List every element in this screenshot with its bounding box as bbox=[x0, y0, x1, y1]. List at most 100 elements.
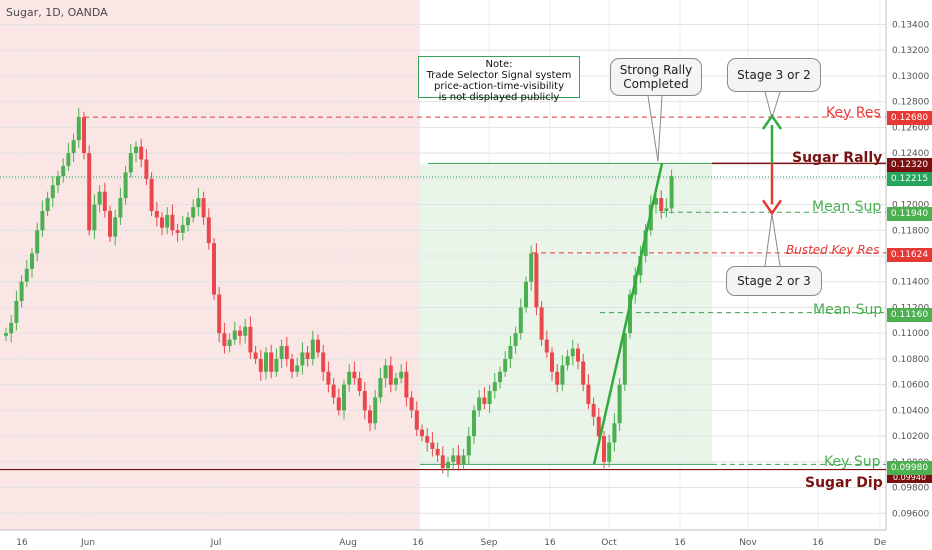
candle bbox=[45, 198, 50, 211]
candle bbox=[331, 384, 336, 398]
price-tag-last-price: 0.12215 bbox=[887, 172, 932, 186]
candle bbox=[14, 301, 19, 323]
candle bbox=[430, 442, 435, 449]
y-tick-label: 0.12000 bbox=[892, 201, 929, 211]
candle bbox=[19, 281, 24, 302]
y-tick-label: 0.10400 bbox=[892, 406, 929, 416]
candle bbox=[602, 436, 606, 462]
candle bbox=[451, 455, 456, 462]
candle bbox=[186, 217, 190, 226]
candle bbox=[279, 346, 284, 359]
candle bbox=[82, 117, 86, 154]
mean-sup-lower-label: Mean Sup bbox=[813, 302, 883, 318]
price-tag-key-res: 0.12680 bbox=[887, 111, 932, 125]
candle bbox=[628, 294, 632, 334]
candle bbox=[409, 397, 414, 411]
x-tick-label: Nov bbox=[739, 538, 757, 548]
candle bbox=[555, 371, 560, 385]
callout-line: Stage 2 or 3 bbox=[737, 274, 811, 288]
candle bbox=[368, 410, 372, 424]
candle bbox=[201, 198, 206, 218]
x-tick-label: Jul bbox=[210, 538, 222, 548]
candle bbox=[388, 365, 393, 385]
candle bbox=[513, 333, 518, 347]
candle bbox=[206, 217, 211, 244]
candle bbox=[24, 268, 29, 282]
candle bbox=[66, 153, 71, 166]
candle bbox=[248, 326, 253, 353]
callout-line: Stage 3 or 2 bbox=[737, 68, 811, 82]
candle bbox=[123, 172, 128, 199]
candle bbox=[596, 416, 601, 437]
x-tick-label: Aug bbox=[339, 538, 357, 548]
candle bbox=[399, 371, 404, 379]
callout-pointer bbox=[647, 95, 659, 162]
candle bbox=[342, 384, 346, 411]
x-tick-label: Oct bbox=[601, 538, 617, 548]
candle bbox=[227, 339, 232, 347]
candle bbox=[524, 281, 528, 308]
candle bbox=[466, 436, 471, 456]
y-tick-label: 0.10600 bbox=[892, 381, 929, 391]
y-tick-label: 0.13000 bbox=[892, 72, 929, 82]
x-tick-label: De bbox=[874, 538, 887, 548]
candle bbox=[394, 378, 398, 385]
candle bbox=[440, 455, 445, 469]
candle bbox=[253, 352, 258, 359]
candle bbox=[487, 391, 492, 404]
candle bbox=[108, 210, 112, 237]
candle bbox=[617, 384, 622, 424]
candle bbox=[456, 455, 461, 465]
candle bbox=[40, 210, 45, 231]
candle bbox=[414, 410, 419, 430]
candle bbox=[274, 358, 279, 372]
callout-pointer bbox=[771, 91, 781, 119]
x-tick-label: 16 bbox=[812, 538, 824, 548]
candle bbox=[560, 365, 565, 385]
candle bbox=[498, 371, 502, 383]
candle bbox=[232, 330, 237, 340]
y-tick-label: 0.10800 bbox=[892, 355, 929, 365]
price-tag-key-sup: 0.09980 bbox=[887, 461, 932, 475]
candle bbox=[472, 410, 476, 437]
candle bbox=[508, 346, 513, 359]
candle bbox=[503, 358, 508, 372]
candle bbox=[638, 255, 643, 276]
candle bbox=[97, 191, 102, 205]
key-sup-label: Key Sup bbox=[824, 454, 881, 470]
candle bbox=[534, 253, 539, 308]
candle bbox=[565, 356, 570, 366]
candle bbox=[482, 397, 487, 404]
candle bbox=[217, 294, 222, 334]
candle bbox=[420, 429, 424, 437]
y-tick-label: 0.11000 bbox=[892, 329, 929, 339]
candle bbox=[362, 391, 367, 411]
candle bbox=[336, 397, 341, 411]
stage-bottom-callout: Stage 2 or 3 bbox=[726, 266, 822, 296]
candle bbox=[71, 140, 76, 154]
note-line: Trade Selector Signal system bbox=[426, 70, 572, 81]
x-tick-label: Sep bbox=[481, 538, 498, 548]
candle bbox=[243, 326, 248, 336]
x-tick-label: 16 bbox=[412, 538, 424, 548]
candle bbox=[581, 361, 586, 385]
candle bbox=[591, 403, 596, 417]
candle bbox=[461, 455, 466, 465]
chart-title: Sugar, 1D, OANDA bbox=[6, 6, 108, 19]
y-tick-label: 0.13400 bbox=[892, 20, 929, 30]
callout-line: Strong Rally bbox=[619, 63, 693, 77]
y-tick-label: 0.13200 bbox=[892, 46, 929, 56]
candle bbox=[269, 352, 274, 372]
key-res-label: Key Res bbox=[826, 105, 881, 121]
candle bbox=[4, 333, 8, 336]
candle bbox=[300, 352, 305, 366]
candle bbox=[35, 230, 40, 254]
candle bbox=[92, 204, 97, 231]
candle bbox=[622, 333, 627, 385]
candle bbox=[612, 423, 617, 443]
candle bbox=[643, 230, 648, 256]
candle bbox=[347, 371, 352, 385]
candle bbox=[321, 352, 326, 372]
